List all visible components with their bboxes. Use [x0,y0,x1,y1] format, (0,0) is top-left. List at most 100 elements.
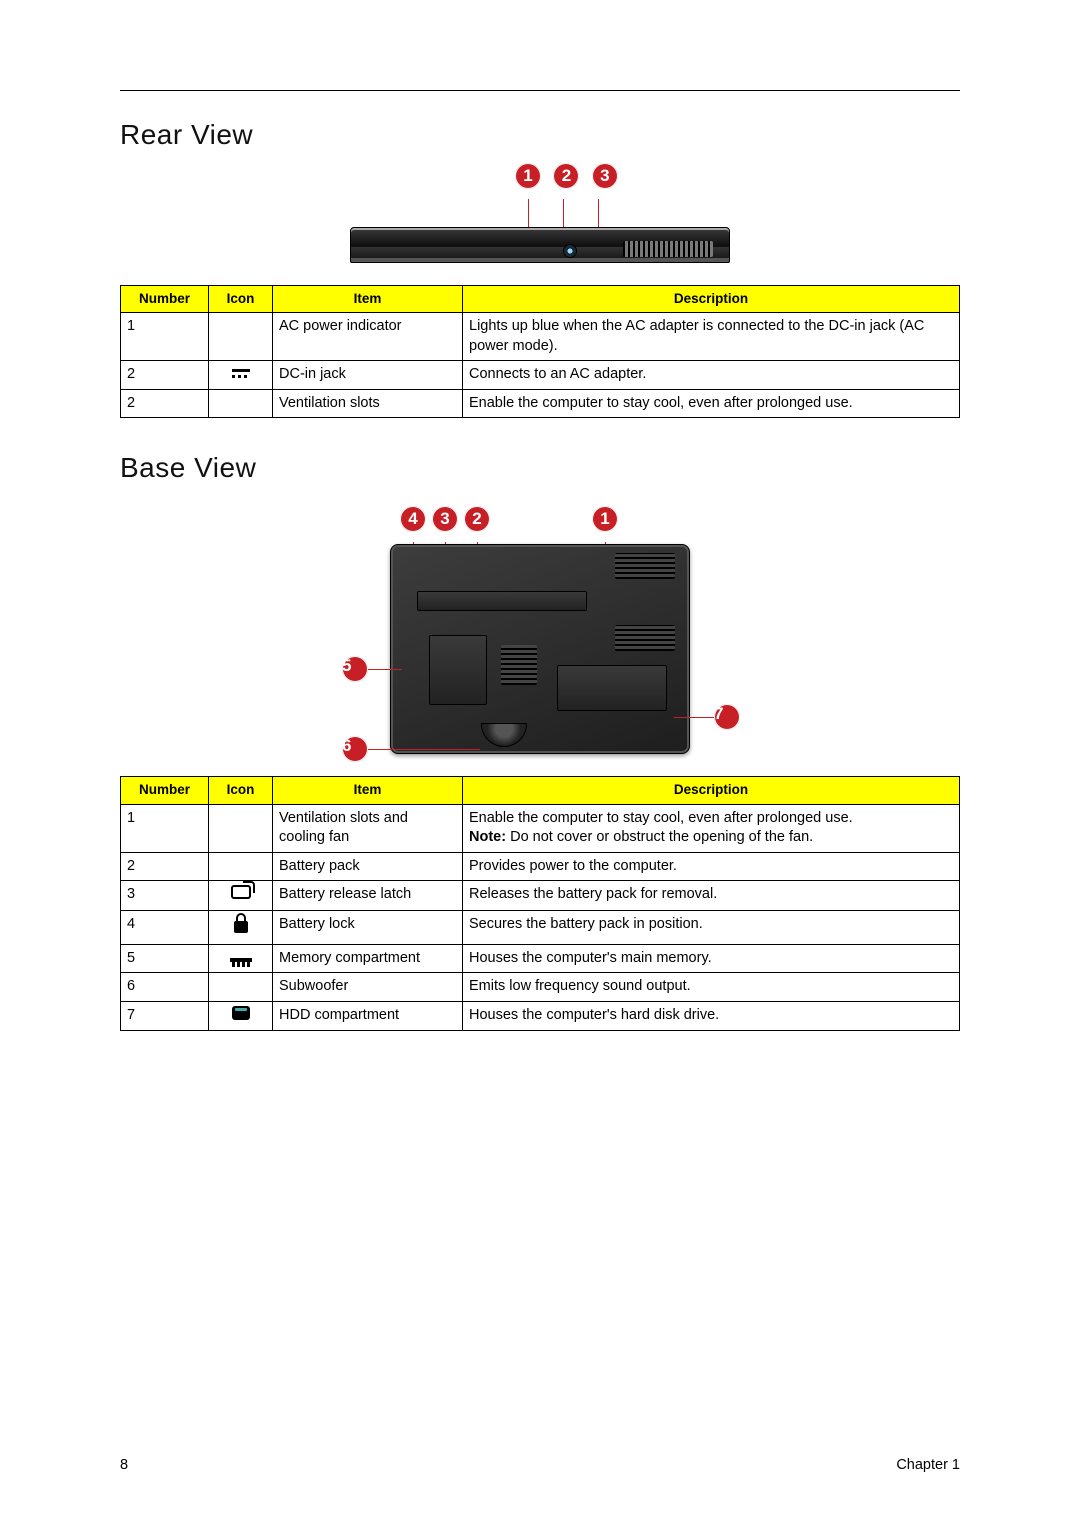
callout-badge: 4 [400,506,426,532]
cell-item: Battery pack [273,852,463,881]
callout-badge: 2 [464,506,490,532]
vent-grill [615,553,675,579]
cell-icon [209,881,273,911]
table-row: 2 Battery packProvides power to the compu… [121,852,960,881]
cell-number: 4 [121,910,209,944]
page-footer: 8 Chapter 1 [120,1457,960,1473]
callout-badge: 5 [342,656,368,682]
rear-callout-row: 1 2 3 [515,163,730,199]
cell-description: Enable the computer to stay cool, even a… [463,389,960,418]
cell-item: Battery release latch [273,881,463,911]
cell-number: 1 [121,804,209,852]
cell-icon [209,973,273,1002]
vent-grill [615,625,675,651]
hdd-icon [232,1006,250,1020]
cell-item: Battery lock [273,910,463,944]
cell-icon [209,389,273,418]
table-header-row: Number Icon Item Description [121,286,960,313]
cell-description: Lights up blue when the AC adapter is co… [463,313,960,361]
table-row: 7 HDD compartmentHouses the computer's ha… [121,1001,960,1031]
base-view-table: Number Icon Item Description 1 Ventilatio… [120,776,960,1031]
base-callouts-top: 4 3 2 1 [340,506,740,536]
callout-badge: 1 [592,506,618,532]
cell-description: Releases the battery pack for removal. [463,881,960,911]
laptop-base-illustration [390,544,690,754]
chapter-label: Chapter 1 [896,1457,960,1473]
subwoofer-port [481,723,527,747]
cell-number: 5 [121,944,209,973]
cell-item: AC power indicator [273,313,463,361]
table-row: 6 SubwooferEmits low frequency sound outp… [121,973,960,1002]
callout-badge: 7 [714,704,740,730]
dc-in-icon [232,369,250,378]
col-item: Item [273,286,463,313]
cell-number: 3 [121,881,209,911]
rear-table-body: 1 AC power indicatorLights up blue when t… [121,313,960,418]
heading-rear-view: Rear View [120,119,960,151]
col-desc: Description [463,286,960,313]
table-header-row: Number Icon Item Description [121,777,960,804]
callout-left: 5 [342,656,368,682]
cell-icon [209,944,273,973]
cell-item: HDD compartment [273,1001,463,1031]
col-number: Number [121,286,209,313]
rear-view-table: Number Icon Item Description 1 AC power i… [120,285,960,418]
battery-latch-icon [231,885,251,899]
table-row: 3 Battery release latchReleases the batte… [121,881,960,911]
col-number: Number [121,777,209,804]
callout-badge: 6 [342,736,368,762]
vent-grill [501,645,537,685]
col-item: Item [273,777,463,804]
document-page: Rear View 1 2 3 Number Icon [0,0,1080,1527]
lock-icon [234,921,248,933]
table-row: 2 Ventilation slotsEnable the computer to… [121,389,960,418]
cell-number: 2 [121,852,209,881]
base-table-body: 1 Ventilation slots and cooling fanEnable… [121,804,960,1031]
callout-badge: 3 [432,506,458,532]
page-number: 8 [120,1457,128,1473]
cell-description: Secures the battery pack in position. [463,910,960,944]
rear-leader-lines [350,199,730,227]
hdd-panel [557,665,667,711]
cell-item: Memory compartment [273,944,463,973]
cell-description: Houses the computer's hard disk drive. [463,1001,960,1031]
memory-panel [429,635,487,705]
cell-description: Enable the computer to stay cool, even a… [463,804,960,852]
callout-badge: 3 [592,163,618,189]
cell-description: Houses the computer's main memory. [463,944,960,973]
col-icon: Icon [209,777,273,804]
cell-icon [209,852,273,881]
cell-number: 6 [121,973,209,1002]
top-rule [120,90,960,91]
table-row: 2DC-in jackConnects to an AC adapter. [121,361,960,390]
note-text: Do not cover or obstruct the opening of … [510,829,813,845]
table-row: 5 Memory compartmentHouses the computer's… [121,944,960,973]
memory-icon [230,958,252,962]
cell-item: Ventilation slots and cooling fan [273,804,463,852]
cell-icon [209,804,273,852]
cell-number: 2 [121,389,209,418]
laptop-rear-illustration [350,227,730,263]
dc-jack-dot [563,244,577,258]
callout-badge: 1 [515,163,541,189]
note-label: Note: [469,829,510,845]
cell-icon [209,1001,273,1031]
cell-description: Emits low frequency sound output. [463,973,960,1002]
cell-description: Provides power to the computer. [463,852,960,881]
callout-right: 7 [714,704,740,730]
cell-item: DC-in jack [273,361,463,390]
cell-icon [209,910,273,944]
cell-icon [209,361,273,390]
callout-left: 6 [342,736,368,762]
cell-icon [209,313,273,361]
cell-number: 7 [121,1001,209,1031]
cell-item: Subwoofer [273,973,463,1002]
callout-badge: 2 [553,163,579,189]
cell-item: Ventilation slots [273,389,463,418]
cell-description: Connects to an AC adapter. [463,361,960,390]
col-desc: Description [463,777,960,804]
cell-number: 1 [121,313,209,361]
table-row: 4 Battery lockSecures the battery pack in… [121,910,960,944]
rear-vent-grill [623,241,713,257]
col-icon: Icon [209,286,273,313]
